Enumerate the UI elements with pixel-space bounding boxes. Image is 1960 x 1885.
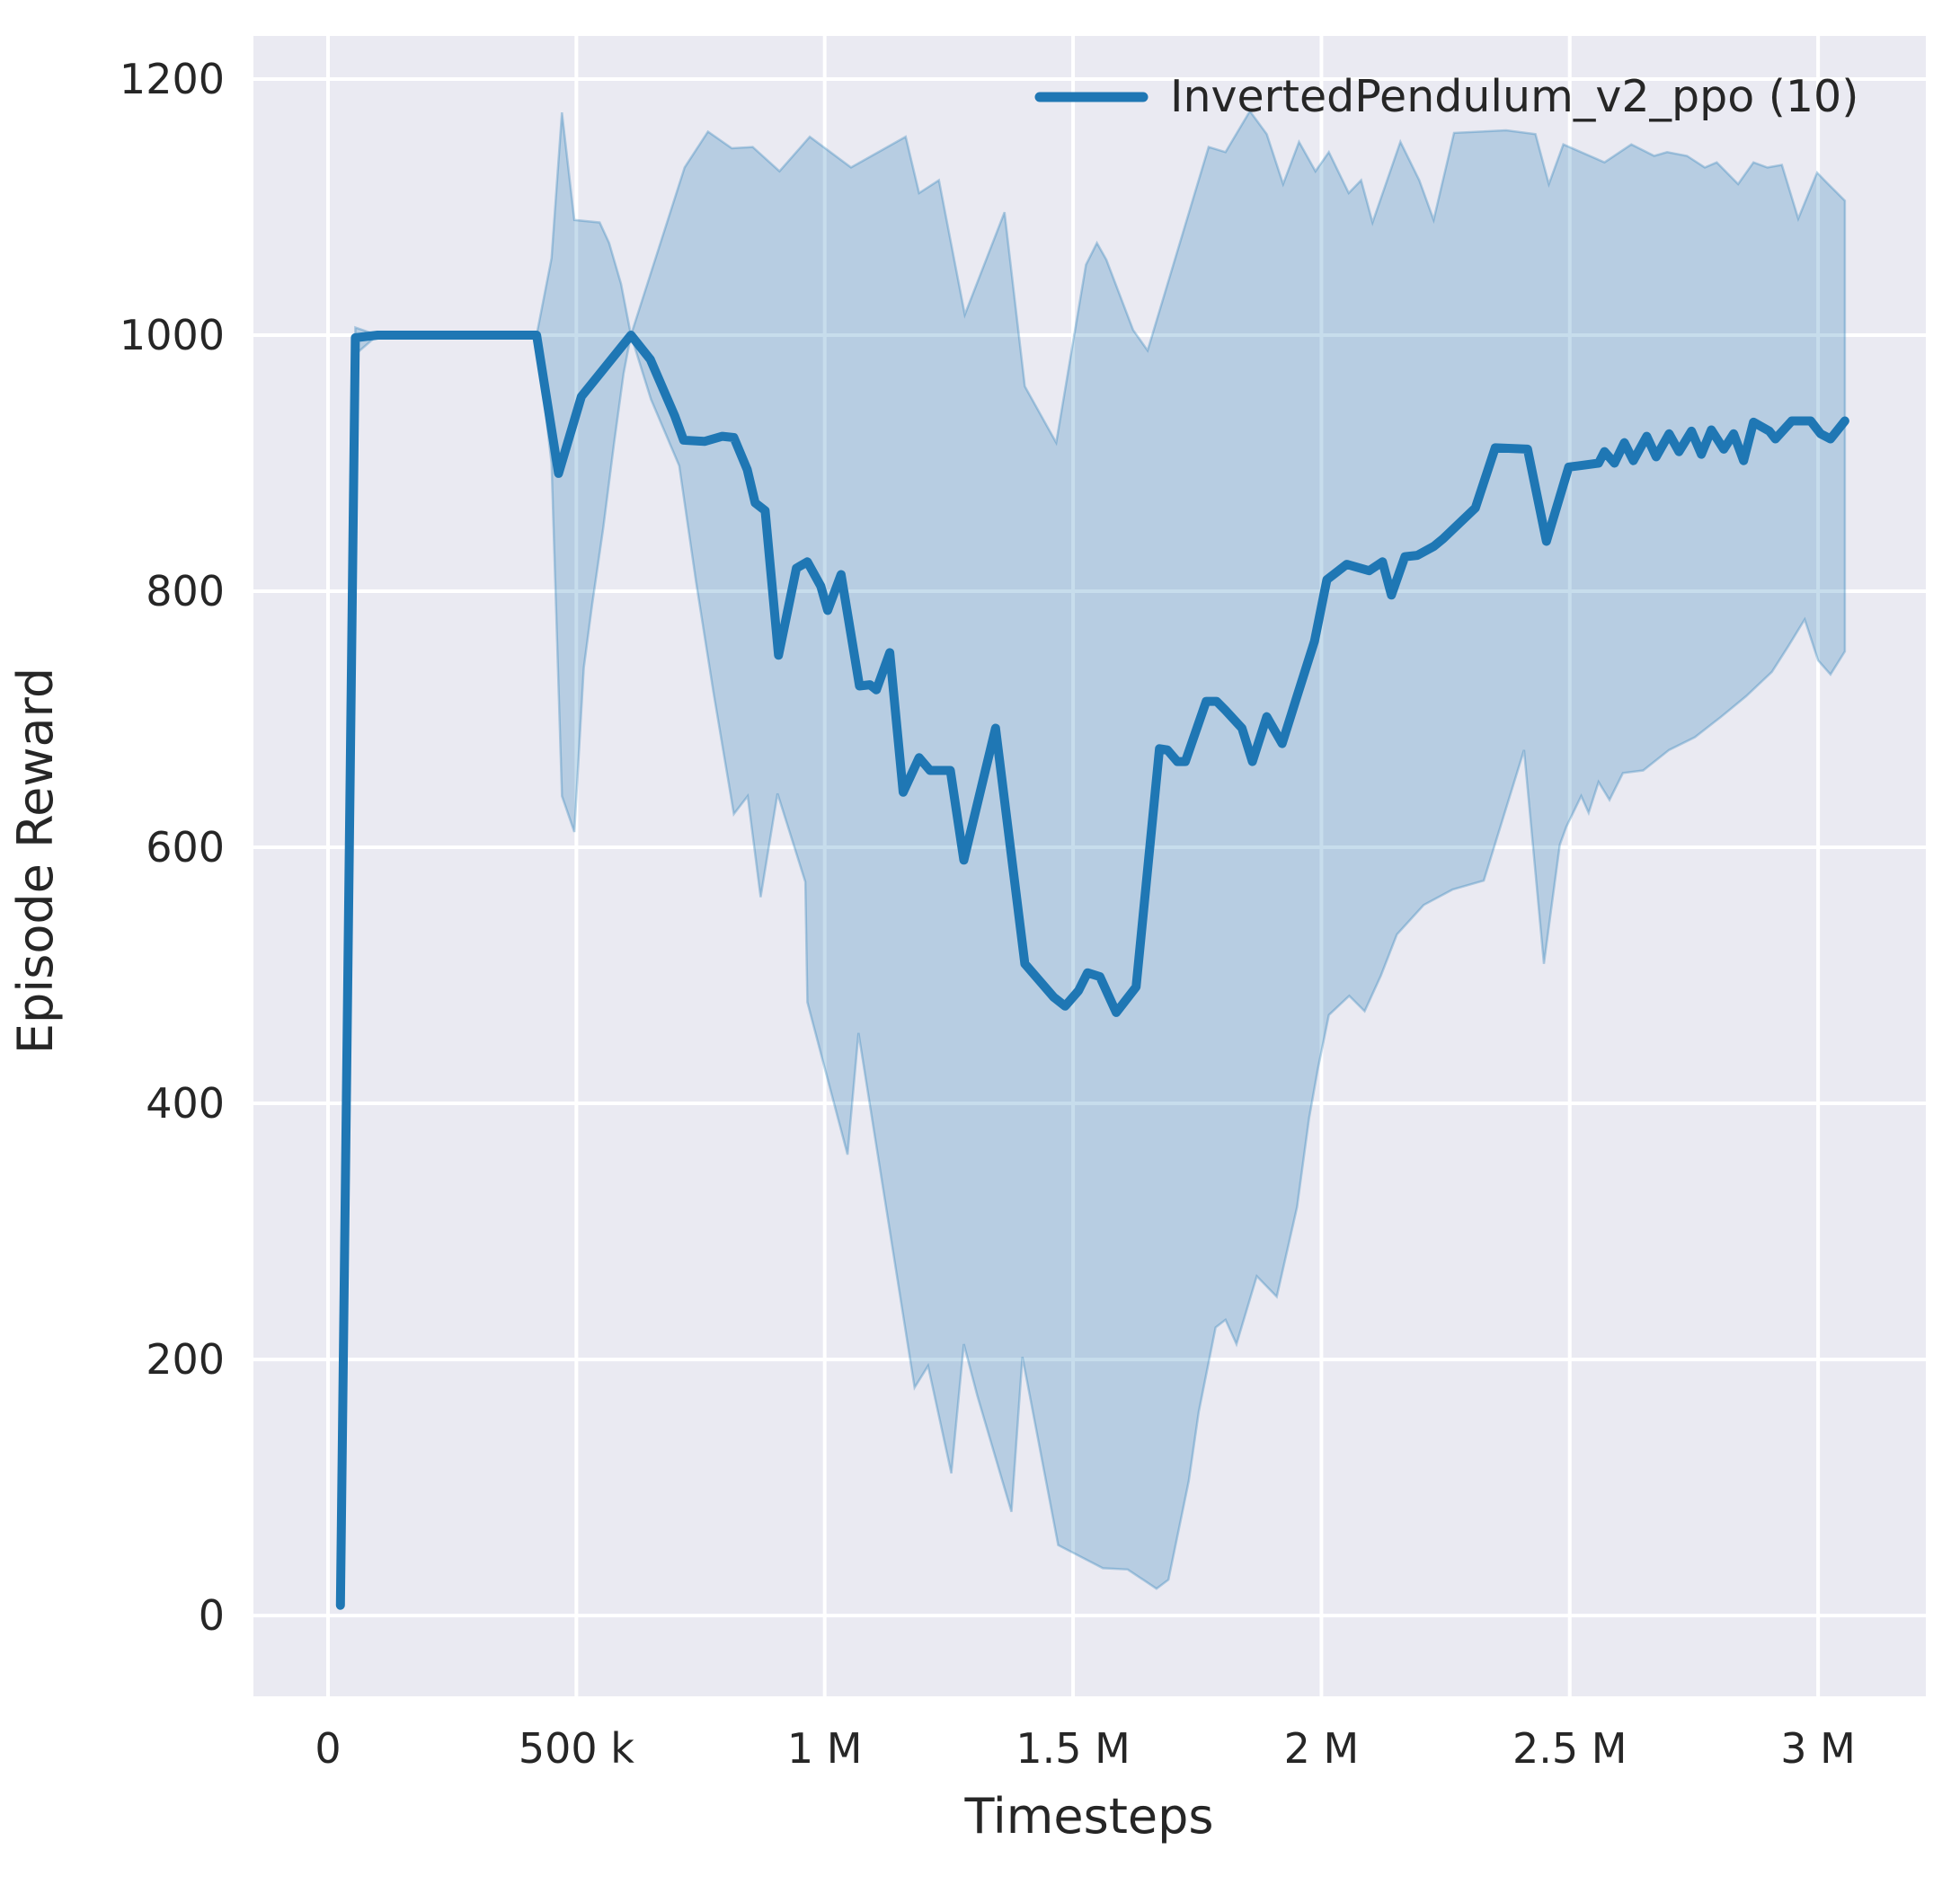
x-tick-label: 0 [315, 1724, 341, 1773]
y-tick-label: 400 [146, 1079, 225, 1128]
series-line [335, 331, 1849, 1610]
x-tick-label: 1 M [787, 1724, 863, 1773]
x-tick-label: 2 M [1284, 1724, 1360, 1773]
y-tick-label: 1200 [120, 55, 225, 103]
legend: InvertedPendulum_v2_ppo (10) [1034, 71, 1858, 122]
legend-label: InvertedPendulum_v2_ppo (10) [1170, 71, 1858, 122]
confidence-band [339, 109, 1847, 1610]
x-axis-label: Timesteps [963, 1788, 1213, 1845]
y-tick-label: 200 [146, 1335, 225, 1384]
x-tick-label: 2.5 M [1512, 1724, 1627, 1773]
plot-background [253, 36, 1926, 1696]
x-tick-label: 3 M [1780, 1724, 1856, 1773]
y-tick-label: 0 [199, 1591, 225, 1640]
y-tick-label: 600 [146, 823, 225, 872]
y-axis-label: Episode Reward [7, 668, 64, 1054]
y-tick-label: 800 [146, 567, 225, 615]
x-tick-label: 500 k [519, 1724, 634, 1773]
y-tick-label: 1000 [120, 311, 225, 359]
x-tick-label: 1.5 M [1015, 1724, 1130, 1773]
